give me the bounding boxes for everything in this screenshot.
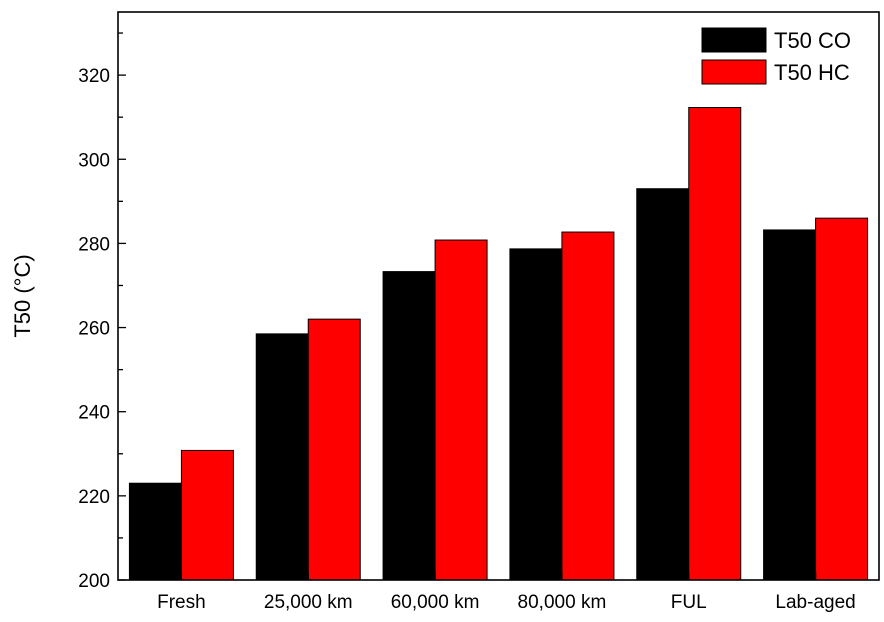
legend-label-hc: T50 HC (774, 60, 850, 85)
bar-hc-2 (434, 239, 488, 581)
legend-swatch-hc (701, 59, 767, 85)
x-tick-label: Lab-aged (775, 592, 855, 613)
x-tick-label: 80,000 km (518, 592, 607, 613)
y-tick-label: 220 (78, 487, 110, 508)
bar-co-5 (763, 229, 817, 581)
y-tick-label: 240 (78, 403, 110, 424)
x-tick-label: 25,000 km (264, 592, 353, 613)
bar-co-3 (509, 248, 563, 581)
bar-co-2 (382, 271, 436, 581)
y-tick-label: 260 (78, 319, 110, 340)
x-axis-ticks: Fresh 25,000 km 60,000 km 80,000 km FUL Lab-a… (157, 572, 856, 613)
legend-swatch-co (701, 27, 767, 53)
bar-hc-0 (180, 449, 234, 581)
y-tick-label: 280 (78, 234, 110, 255)
legend: T50 CO T50 HC (701, 27, 851, 85)
bar-hc-3 (561, 231, 615, 581)
x-tick-label: 60,000 km (391, 592, 480, 613)
bar-hc-4 (688, 107, 742, 581)
y-tick-label: 300 (78, 150, 110, 171)
bar-hc-5 (815, 217, 869, 581)
legend-label-co: T50 CO (774, 28, 851, 53)
x-tick-label: Fresh (157, 592, 206, 613)
bar-hc-1 (307, 318, 361, 581)
bar-co-0 (128, 482, 182, 581)
bar-co-1 (255, 333, 309, 581)
y-tick-label: 320 (78, 66, 110, 87)
bars-group (128, 107, 869, 581)
plot-frame (117, 11, 880, 581)
y-axis-title: T50 (°C) (10, 254, 35, 337)
y-axis-ticks: 200 220 240 260 280 300 320 (78, 32, 126, 592)
y-tick-label: 200 (78, 571, 110, 592)
bar-co-4 (636, 188, 690, 581)
x-tick-label: FUL (671, 592, 707, 613)
